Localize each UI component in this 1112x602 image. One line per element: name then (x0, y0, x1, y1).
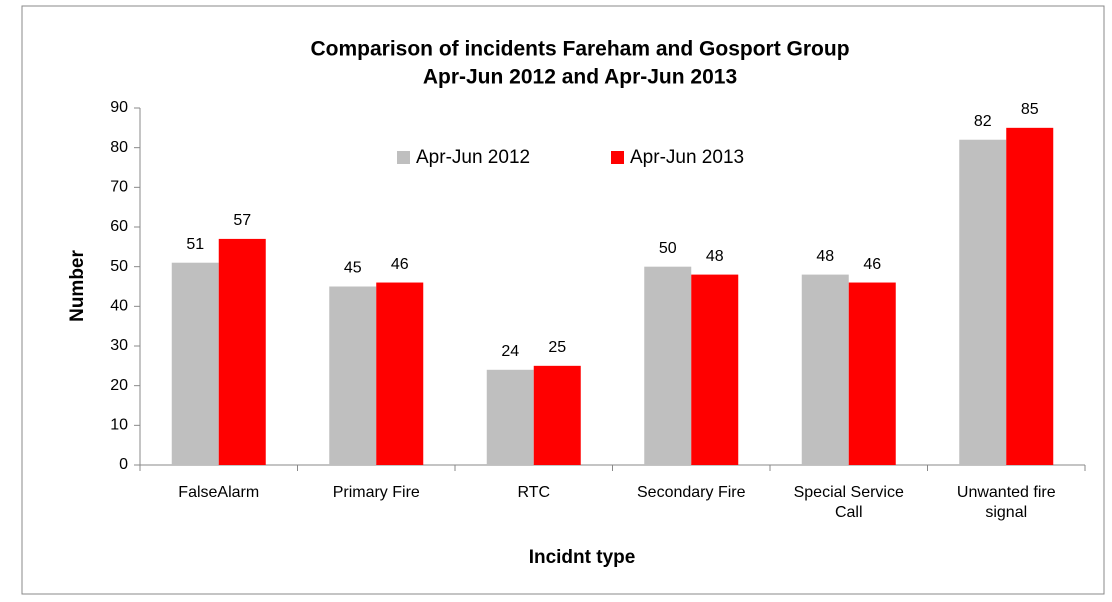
y-axis-label: Number (67, 250, 88, 322)
bar (171, 262, 219, 465)
bar (801, 274, 849, 465)
x-tick-label-box: Secondary Fire (637, 484, 746, 501)
x-tick-label: RTC (517, 484, 551, 501)
y-tick-label: 10 (110, 417, 128, 434)
legend-swatch (397, 151, 410, 164)
y-tick-label: 70 (110, 179, 128, 196)
x-tick-label: Secondary Fire (637, 484, 746, 501)
x-tick-label-box: Special Service Call (793, 484, 904, 521)
bar (848, 282, 896, 465)
legend-label: Apr-Jun 2012 (416, 147, 530, 168)
x-tick-label: FalseAlarm (178, 484, 260, 501)
y-tick-label: 60 (110, 218, 128, 235)
chart-title: Comparison of incidents Fareham and Gosp… (310, 38, 849, 61)
data-label: 25 (548, 339, 566, 356)
bar (329, 286, 377, 465)
bar (486, 369, 534, 465)
x-tick-label-box: RTC (517, 484, 551, 501)
data-label: 45 (344, 260, 362, 277)
x-tick-label-box: FalseAlarm (178, 484, 260, 501)
bar (691, 274, 739, 465)
y-tick-label: 0 (119, 456, 128, 473)
bar (644, 266, 692, 465)
x-tick-label: Special Service Call (793, 484, 904, 521)
y-tick-label: 20 (110, 377, 128, 394)
x-tick-label: Primary Fire (332, 484, 420, 501)
legend-swatch (611, 151, 624, 164)
y-tick-label: 50 (110, 258, 128, 275)
bar (376, 282, 424, 465)
data-label: 51 (186, 236, 204, 253)
data-label: 24 (501, 343, 519, 360)
data-label: 57 (233, 212, 251, 229)
data-label: 46 (863, 256, 881, 273)
data-label: 46 (391, 256, 409, 273)
data-label: 50 (659, 240, 677, 257)
bar (1006, 127, 1054, 465)
bar (959, 139, 1007, 465)
x-axis-label: Incidnt type (529, 547, 636, 568)
y-tick-label: 40 (110, 298, 128, 315)
x-tick-label: Unwanted fire signal (956, 484, 1056, 521)
bar (533, 365, 581, 465)
legend-label: Apr-Jun 2013 (630, 147, 744, 168)
y-tick-label: 80 (110, 139, 128, 156)
y-tick-label: 30 (110, 337, 128, 354)
data-label: 48 (816, 248, 834, 265)
data-label: 85 (1021, 101, 1039, 118)
y-tick-label: 90 (110, 99, 128, 116)
chart-title: Apr-Jun 2012 and Apr-Jun 2013 (423, 66, 737, 89)
data-label: 82 (974, 113, 992, 130)
data-label: 48 (706, 248, 724, 265)
bar (218, 238, 266, 465)
x-tick-label-box: Unwanted fire signal (956, 484, 1056, 521)
x-tick-label-box: Primary Fire (332, 484, 420, 501)
